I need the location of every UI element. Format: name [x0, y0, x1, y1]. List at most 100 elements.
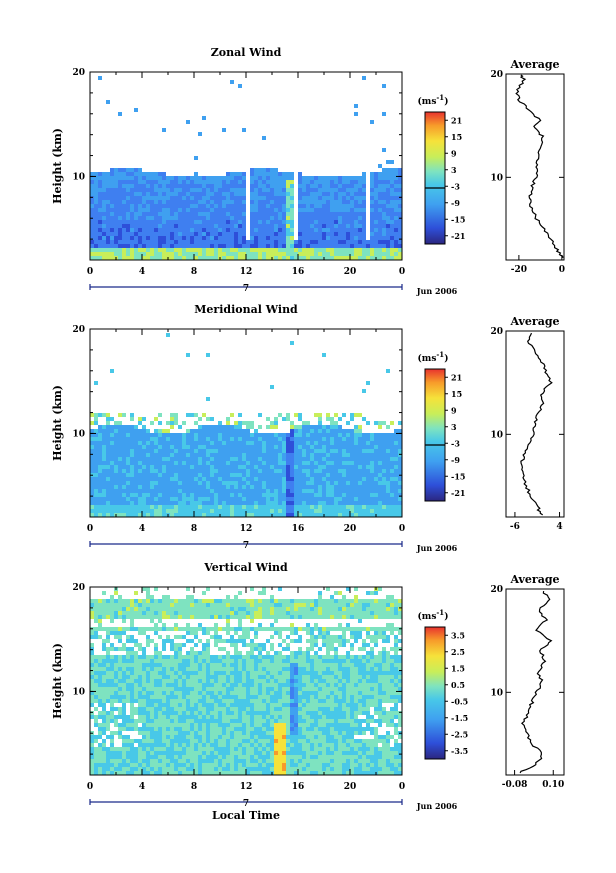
heatmap-cell — [298, 248, 302, 252]
heatmap-cell — [294, 256, 298, 260]
heatmap-cell — [210, 767, 214, 771]
heatmap-cell — [366, 477, 370, 481]
heatmap-cell — [186, 509, 190, 513]
heatmap-cell — [130, 477, 134, 481]
heatmap-cell — [282, 445, 286, 449]
heatmap-cell — [270, 453, 274, 457]
heatmap-cell — [378, 477, 382, 481]
heatmap-cell — [106, 719, 110, 723]
heatmap-cell — [326, 441, 330, 445]
heatmap-cell — [142, 188, 146, 192]
heatmap-cell — [118, 687, 122, 691]
heatmap-cell — [238, 244, 242, 248]
heatmap-cell — [330, 433, 334, 437]
heatmap-cell — [214, 731, 218, 735]
heatmap-cell — [282, 220, 286, 224]
heatmap-cell — [206, 485, 210, 489]
heatmap-cell — [294, 477, 298, 481]
heatmap-cell — [214, 505, 218, 509]
heatmap-cell — [174, 441, 178, 445]
heatmap-cell — [218, 603, 222, 607]
y-axis-label: Height (km) — [51, 128, 64, 204]
heatmap-cell — [194, 707, 198, 711]
heatmap-cell — [290, 196, 294, 200]
heatmap-cell — [218, 240, 222, 244]
heatmap-cell — [194, 603, 198, 607]
heatmap-cell — [210, 695, 214, 699]
heatmap-cell — [98, 501, 102, 505]
heatmap-cell — [186, 489, 190, 493]
heatmap-cell — [102, 663, 106, 667]
heatmap-cell — [126, 513, 130, 517]
heatmap-cell — [246, 509, 250, 513]
heatmap-cell — [118, 112, 122, 116]
heatmap-cell — [214, 691, 218, 695]
heatmap-cell — [310, 433, 314, 437]
heatmap-cell — [214, 739, 218, 743]
heatmap-cell — [126, 675, 130, 679]
heatmap-cell — [138, 473, 142, 477]
heatmap-cell — [346, 513, 350, 517]
heatmap-cell — [254, 489, 258, 493]
heatmap-cell — [174, 453, 178, 457]
colorbar-tick-label: -9 — [451, 198, 460, 208]
heatmap-cell — [206, 465, 210, 469]
heatmap-cell — [130, 751, 134, 755]
heatmap-cell — [138, 719, 142, 723]
heatmap-cell — [382, 220, 386, 224]
heatmap-cell — [114, 763, 118, 767]
heatmap-cell — [214, 513, 218, 517]
heatmap-cell — [102, 449, 106, 453]
heatmap-cell — [282, 417, 286, 421]
heatmap-cell — [90, 429, 94, 433]
date-label: Jun 2006 — [416, 543, 458, 553]
heatmap-cell — [174, 627, 178, 631]
heatmap-cell — [338, 505, 342, 509]
heatmap-cell — [358, 236, 362, 240]
heatmap-cell — [98, 453, 102, 457]
heatmap-cell — [334, 413, 338, 417]
heatmap-cell — [290, 441, 294, 445]
heatmap-cell — [170, 449, 174, 453]
heatmap-cell — [258, 212, 262, 216]
heatmap-cell — [266, 240, 270, 244]
heatmap-cell — [342, 453, 346, 457]
heatmap-cell — [146, 200, 150, 204]
heatmap-cell — [134, 707, 138, 711]
heatmap-cell — [302, 509, 306, 513]
heatmap-cell — [122, 224, 126, 228]
heatmap-cell — [234, 180, 238, 184]
heatmap-cell — [138, 236, 142, 240]
heatmap-cell — [98, 212, 102, 216]
heatmap-cell — [158, 188, 162, 192]
heatmap-cell — [194, 188, 198, 192]
heatmap-cell — [194, 212, 198, 216]
heatmap-cell — [266, 469, 270, 473]
heatmap-cell — [382, 505, 386, 509]
heatmap-cell — [242, 493, 246, 497]
heatmap-cell — [130, 497, 134, 501]
heatmap-cell — [158, 192, 162, 196]
heatmap-cell — [114, 667, 118, 671]
heatmap-cell — [258, 244, 262, 248]
heatmap-cell — [162, 513, 166, 517]
heatmap-cell — [322, 232, 326, 236]
heatmap-cell — [386, 176, 390, 180]
heatmap-cell — [250, 497, 254, 501]
heatmap-cell — [358, 433, 362, 437]
heatmap-cell — [202, 707, 206, 711]
heatmap-cell — [114, 252, 118, 256]
heatmap-cell — [218, 493, 222, 497]
heatmap-cell — [186, 623, 190, 627]
heatmap-cell — [162, 599, 166, 603]
heatmap-cell — [298, 505, 302, 509]
heatmap-cell — [114, 509, 118, 513]
heatmap-cell — [150, 493, 154, 497]
heatmap-cell — [98, 465, 102, 469]
heatmap-cell — [178, 244, 182, 248]
heatmap-cell — [146, 755, 150, 759]
heatmap-cell — [390, 469, 394, 473]
heatmap-cell — [214, 627, 218, 631]
heatmap-cell — [170, 627, 174, 631]
heatmap-cell — [370, 489, 374, 493]
